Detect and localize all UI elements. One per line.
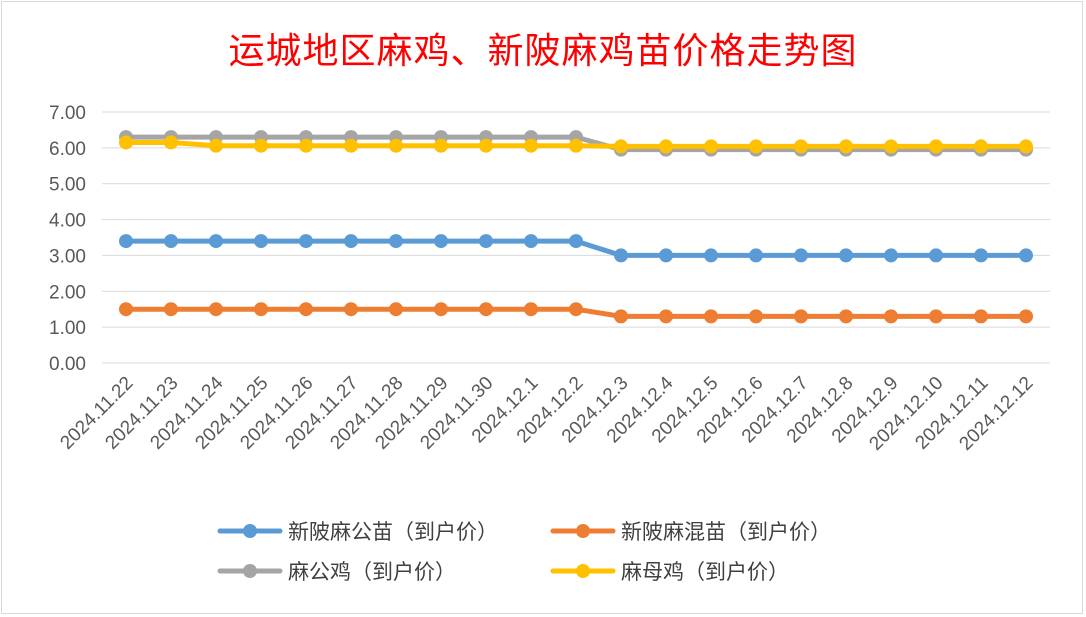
data-point: [119, 302, 133, 317]
data-point: [344, 302, 358, 317]
y-tick-label: 7.00: [49, 103, 86, 124]
data-point: [164, 234, 178, 249]
data-point: [704, 309, 718, 324]
data-point: [614, 248, 628, 263]
legend-marker: [576, 524, 590, 538]
data-point: [974, 139, 988, 154]
data-point: [1019, 248, 1033, 263]
chart-title: 运城地区麻鸡、新陂麻鸡苗价格走势图: [228, 31, 858, 72]
y-tick-label: 5.00: [49, 175, 86, 196]
y-tick-label: 1.00: [49, 318, 86, 339]
data-point: [209, 302, 223, 317]
data-point: [254, 138, 268, 153]
data-point: [884, 309, 898, 324]
data-point: [569, 234, 583, 249]
data-point: [389, 234, 403, 249]
data-point: [344, 138, 358, 153]
data-point: [524, 234, 538, 249]
data-point: [794, 139, 808, 154]
data-point: [389, 302, 403, 317]
data-point: [884, 248, 898, 263]
data-point: [299, 138, 313, 153]
data-point: [299, 234, 313, 249]
data-point: [479, 234, 493, 249]
y-tick-label: 3.00: [49, 246, 86, 267]
data-point: [659, 309, 673, 324]
data-point: [524, 138, 538, 153]
data-point: [929, 309, 943, 324]
data-point: [794, 248, 808, 263]
data-point: [749, 248, 763, 263]
legend-marker: [243, 564, 257, 578]
data-point: [479, 138, 493, 153]
legend-label: 新陂麻混苗（到户价）: [621, 520, 831, 544]
legend-label: 麻母鸡（到户价）: [621, 560, 789, 584]
data-point: [569, 138, 583, 153]
data-point: [434, 302, 448, 317]
data-point: [434, 234, 448, 249]
data-point: [1019, 309, 1033, 324]
legend-label: 麻公鸡（到户价）: [288, 560, 456, 584]
legend-marker: [243, 524, 257, 538]
data-point: [749, 139, 763, 154]
data-point: [1019, 139, 1033, 154]
data-point: [614, 309, 628, 324]
data-point: [839, 139, 853, 154]
y-tick-label: 0.00: [49, 354, 86, 375]
data-point: [974, 248, 988, 263]
y-tick-label: 4.00: [49, 211, 86, 232]
data-point: [254, 302, 268, 317]
data-point: [209, 138, 223, 153]
legend-label: 新陂麻公苗（到户价）: [288, 520, 498, 544]
data-point: [389, 138, 403, 153]
data-point: [614, 139, 628, 154]
data-point: [794, 309, 808, 324]
data-point: [839, 248, 853, 263]
data-point: [839, 309, 853, 324]
data-point: [119, 234, 133, 249]
data-point: [569, 302, 583, 317]
data-point: [749, 309, 763, 324]
data-point: [209, 234, 223, 249]
data-point: [479, 302, 493, 317]
data-point: [884, 139, 898, 154]
data-point: [659, 248, 673, 263]
data-point: [164, 302, 178, 317]
data-point: [974, 309, 988, 324]
data-point: [254, 234, 268, 249]
data-point: [164, 135, 178, 150]
data-point: [434, 138, 448, 153]
data-point: [119, 135, 133, 150]
data-point: [299, 302, 313, 317]
data-point: [704, 248, 718, 263]
y-tick-label: 2.00: [49, 282, 86, 303]
y-tick-label: 6.00: [49, 139, 86, 160]
data-point: [929, 248, 943, 263]
data-point: [344, 234, 358, 249]
data-point: [659, 139, 673, 154]
data-point: [704, 139, 718, 154]
legend-marker: [576, 564, 590, 578]
data-point: [524, 302, 538, 317]
data-point: [929, 139, 943, 154]
